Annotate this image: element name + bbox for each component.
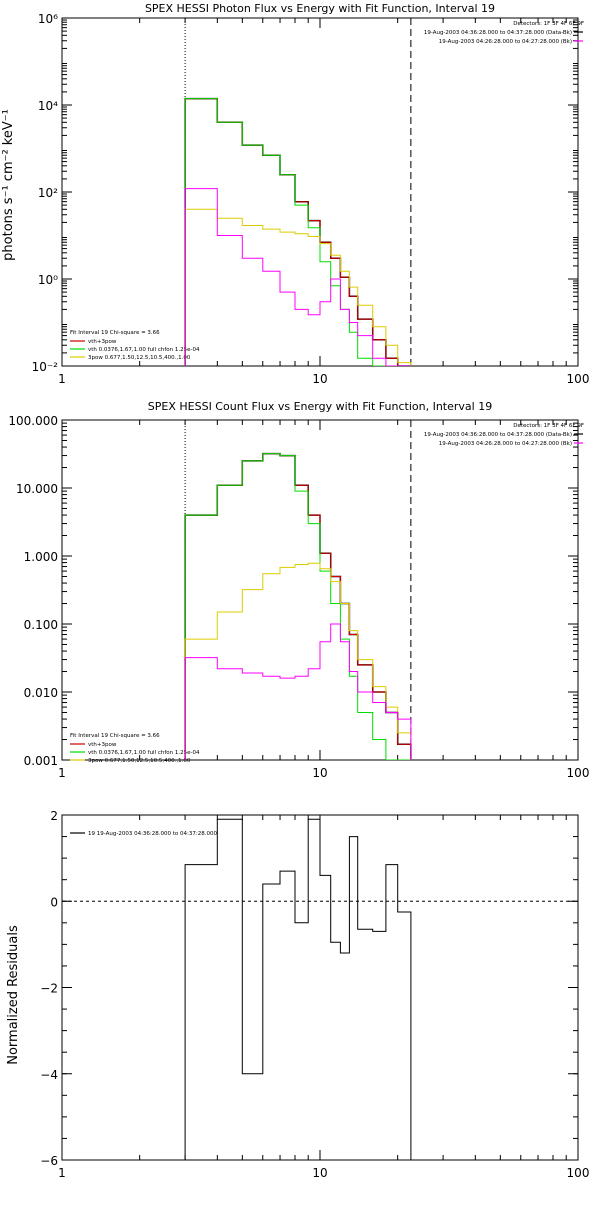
photon-flux-series-line-3 xyxy=(184,208,412,366)
photon-flux-y-tick-label: 10² xyxy=(38,186,58,200)
count-flux-y-tick-label: 0.001 xyxy=(24,754,58,768)
count-flux-fit-total: vth+3pow xyxy=(88,742,117,748)
count-flux-y-tick-label: 10.000 xyxy=(16,482,58,496)
count-flux-y-tick-label: 1.000 xyxy=(24,550,58,564)
photon-flux-fit-thermal: vth 0.0376,1.67,1.00 full chfon 1.25e-04 xyxy=(88,347,200,353)
photon-flux-fit-powerlaw: 3pow 0.677,1.50,12.5,10.5,400.,1.00 xyxy=(88,355,191,361)
count-flux-plot-frame xyxy=(61,419,579,761)
photon-flux-series-group xyxy=(184,97,412,366)
count-flux-y-tick-label: 100.000 xyxy=(8,414,58,428)
photon-flux-ylabel: photons s⁻¹ cm⁻² keV⁻¹ xyxy=(1,109,16,261)
residuals-ylabel: Normalized Residuals xyxy=(6,925,21,1065)
photon-flux-fit-total: vth+3pow xyxy=(88,339,117,345)
residuals-x-tick-label: 100 xyxy=(567,1166,590,1180)
residuals-y-tick-label: −2 xyxy=(40,982,58,996)
photon-flux-x-tick-label: 100 xyxy=(567,372,590,386)
count-flux-series-line-2 xyxy=(184,453,412,760)
count-flux-series-group xyxy=(184,452,412,760)
photon-flux-series-line-4 xyxy=(184,188,412,366)
photon-flux-legend-detectors: Detectors: 1F 3F 4F 6F 9F xyxy=(513,21,584,27)
residuals-x-axis: 1 10 100 xyxy=(58,815,589,1180)
photon-flux-top-legend: Detectors: 1F 3F 4F 6F 9F 19-Aug-2003 04… xyxy=(424,21,584,45)
count-flux-x-axis: 1 10 100 xyxy=(58,420,589,780)
photon-flux-x-axis: 1 10 100 xyxy=(58,18,589,386)
count-flux-fit-thermal: vth 0.0376,1.67,1.00 full chfon 1.25e-04 xyxy=(88,750,200,756)
count-flux-legend-data: 19-Aug-2003 04:36:28.000 to 04:37:28.000… xyxy=(424,432,572,438)
count-flux-series-line-4 xyxy=(184,623,412,760)
count-flux-series-line-1 xyxy=(184,453,412,760)
count-flux-series-line-3 xyxy=(184,562,412,760)
count-flux-y-axis: 0.001 0.010 0.100 1.000 10.000 100.000 xyxy=(8,414,578,768)
count-flux-series-line-0 xyxy=(184,452,412,760)
residuals-legend-label: 19 19-Aug-2003 04:36:28.000 to 04:37:28.… xyxy=(88,831,217,837)
photon-flux-x-tick-label: 1 xyxy=(58,372,66,386)
residuals-panel: Normalized Residuals 19 19-Aug-2003 04:3… xyxy=(6,809,589,1180)
photon-flux-series-line-2 xyxy=(184,98,412,366)
count-flux-fit-legend: Fit Interval 19 Chi-square = 3.66 vth+3p… xyxy=(70,733,200,764)
count-flux-top-legend: Detectors: 1F 3F 4F 6F 9F 19-Aug-2003 04… xyxy=(424,423,584,447)
photon-flux-title: SPEX HESSI Photon Flux vs Energy with Fi… xyxy=(145,2,495,15)
photon-flux-fit-legend: Fit Interval 19 Chi-square = 3.66 vth+3p… xyxy=(70,330,200,361)
residuals-y-tick-label: −6 xyxy=(40,1154,58,1168)
count-flux-title: SPEX HESSI Count Flux vs Energy with Fit… xyxy=(148,400,492,413)
photon-flux-y-tick-label: 10⁶ xyxy=(38,12,58,26)
photon-flux-x-tick-label: 10 xyxy=(312,372,327,386)
count-flux-x-tick-label: 100 xyxy=(567,766,590,780)
residuals-x-tick-label: 10 xyxy=(312,1166,327,1180)
count-flux-y-tick-label: 0.100 xyxy=(24,618,58,632)
residuals-series-group xyxy=(184,818,412,1160)
count-flux-x-tick-label: 1 xyxy=(58,766,66,780)
count-flux-fit-header: Fit Interval 19 Chi-square = 3.66 xyxy=(70,733,160,739)
residuals-y-tick-label: −4 xyxy=(40,1068,58,1082)
photon-flux-y-tick-label: 10⁴ xyxy=(38,99,58,113)
residuals-legend: 19 19-Aug-2003 04:36:28.000 to 04:37:28.… xyxy=(88,831,217,837)
residuals-y-tick-label: 0 xyxy=(50,895,58,909)
photon-flux-legend-data: 19-Aug-2003 04:36:28.000 to 04:37:28.000… xyxy=(424,30,572,36)
photon-flux-y-tick-label: 10⁰ xyxy=(38,273,58,287)
count-flux-panel: SPEX HESSI Count Flux vs Energy with Fit… xyxy=(8,400,589,780)
count-flux-x-tick-label: 10 xyxy=(312,766,327,780)
photon-flux-y-axis: 10⁻² 10⁰ 10² 10⁴ 10⁶ xyxy=(32,12,578,374)
count-flux-fit-powerlaw: 3pow 0.677,1.50,12.5,10.5,400.,1.00 xyxy=(88,758,191,764)
count-flux-legend-background: 19-Aug-2003 04:26:28.000 to 04:27:28.000… xyxy=(439,441,572,447)
residuals-x-tick-label: 1 xyxy=(58,1166,66,1180)
photon-flux-legend-background: 19-Aug-2003 04:26:28.000 to 04:27:28.000… xyxy=(439,39,572,45)
residuals-y-tick-label: 2 xyxy=(50,809,58,823)
count-flux-legend-detectors: Detectors: 1F 3F 4F 6F 9F xyxy=(513,423,584,429)
residuals-y-axis: −6 −4 −2 0 2 xyxy=(40,809,578,1168)
count-flux-y-tick-label: 0.010 xyxy=(24,686,58,700)
photon-flux-y-tick-label: 10⁻² xyxy=(32,360,59,374)
photon-flux-fit-header: Fit Interval 19 Chi-square = 3.66 xyxy=(70,330,160,336)
residuals-series-line-0 xyxy=(184,818,412,1160)
photon-flux-panel: SPEX HESSI Photon Flux vs Energy with Fi… xyxy=(1,2,589,386)
